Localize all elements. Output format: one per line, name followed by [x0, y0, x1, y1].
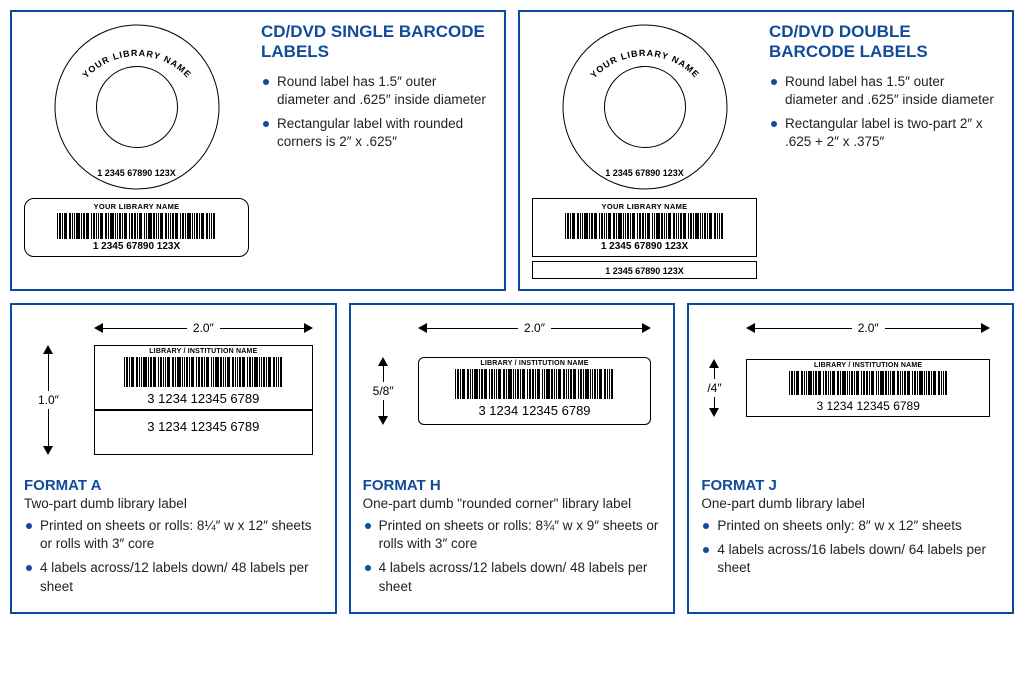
panel-format-h: 2.0″ 5/8″ LIBRARY / INSTITUTION NAME 3 1…	[349, 303, 676, 614]
format-h-bullets: Printed on sheets or rolls: 8¾″ w x 9″ s…	[363, 517, 662, 596]
format-h-label: LIBRARY / INSTITUTION NAME 3 1234 12345 …	[418, 357, 652, 425]
format-h-figure: 2.0″ 5/8″ LIBRARY / INSTITUTION NAME 3 1…	[363, 315, 662, 465]
cd-double-text: CD/DVD DOUBLE BARCODE LABELS Round label…	[769, 22, 1000, 279]
cd-code: 1 2345 67890 123X	[47, 168, 227, 178]
double-rect-top: YOUR LIBRARY NAME 1 2345 67890 123X	[532, 198, 757, 257]
format-a-text: FORMAT A Two-part dumb library label Pri…	[24, 477, 323, 602]
width-dimension: 2.0″	[746, 321, 990, 335]
cd-disc: YOUR LIBRARY NAME 1 2345 67890 123X	[47, 22, 227, 192]
cd-disc: YOUR LIBRARY NAME 1 2345 67890 123X	[555, 22, 735, 192]
cd-single-illustration: YOUR LIBRARY NAME 1 2345 67890 123X YOUR…	[24, 22, 249, 279]
panel-format-j: 2.0″ /4″ LIBRARY / INSTITUTION NAME 3 12…	[687, 303, 1014, 614]
barcode-graphic	[103, 357, 304, 387]
format-j-bullets: Printed on sheets only: 8″ w x 12″ sheet…	[701, 517, 1000, 578]
width-dimension: 2.0″	[94, 321, 313, 335]
format-a-name: FORMAT A	[24, 477, 323, 494]
format-h-name: FORMAT H	[363, 477, 662, 494]
barcode-graphic	[427, 369, 643, 399]
format-j-label: LIBRARY / INSTITUTION NAME 3 1234 12345 …	[746, 359, 990, 417]
width-dimension: 2.0″	[418, 321, 652, 335]
format-h-text: FORMAT H One-part dumb "rounded corner" …	[363, 477, 662, 602]
barcode-graphic	[539, 213, 750, 239]
cd-single-bullets: Round label has 1.5″ outer diameter and …	[261, 73, 492, 152]
format-j-text: FORMAT J One-part dumb library label Pri…	[701, 477, 1000, 584]
height-dimension: /4″	[707, 359, 721, 417]
height-dimension: 1.0″	[38, 345, 59, 455]
cd-code: 1 2345 67890 123X	[555, 168, 735, 178]
height-dimension: 5/8″	[373, 357, 394, 425]
double-rect-stack: YOUR LIBRARY NAME 1 2345 67890 123X 1 23…	[532, 198, 757, 279]
cd-double-illustration: YOUR LIBRARY NAME 1 2345 67890 123X YOUR…	[532, 22, 757, 279]
format-a-label: LIBRARY / INSTITUTION NAME 3 1234 12345 …	[94, 345, 313, 455]
panel-cd-single: YOUR LIBRARY NAME 1 2345 67890 123X YOUR…	[10, 10, 506, 291]
cd-double-bullets: Round label has 1.5″ outer diameter and …	[769, 73, 1000, 152]
format-j-figure: 2.0″ /4″ LIBRARY / INSTITUTION NAME 3 12…	[701, 315, 1000, 465]
format-a-figure: 2.0″ 1.0″ LIBRARY / INSTITUTION NAME 3 1…	[24, 315, 323, 465]
barcode-graphic	[31, 213, 242, 239]
barcode-graphic	[755, 371, 981, 395]
format-j-name: FORMAT J	[701, 477, 1000, 494]
panel-format-a: 2.0″ 1.0″ LIBRARY / INSTITUTION NAME 3 1…	[10, 303, 337, 614]
single-rect-label: YOUR LIBRARY NAME 1 2345 67890 123X	[24, 198, 249, 257]
double-rect-bottom: 1 2345 67890 123X	[532, 261, 757, 279]
panel-cd-double: YOUR LIBRARY NAME 1 2345 67890 123X YOUR…	[518, 10, 1014, 291]
format-a-bullets: Printed on sheets or rolls: 8¼″ w x 12″ …	[24, 517, 323, 596]
cd-single-title: CD/DVD SINGLE BARCODE LABELS	[261, 22, 492, 63]
cd-double-title: CD/DVD DOUBLE BARCODE LABELS	[769, 22, 1000, 63]
cd-single-text: CD/DVD SINGLE BARCODE LABELS Round label…	[261, 22, 492, 279]
